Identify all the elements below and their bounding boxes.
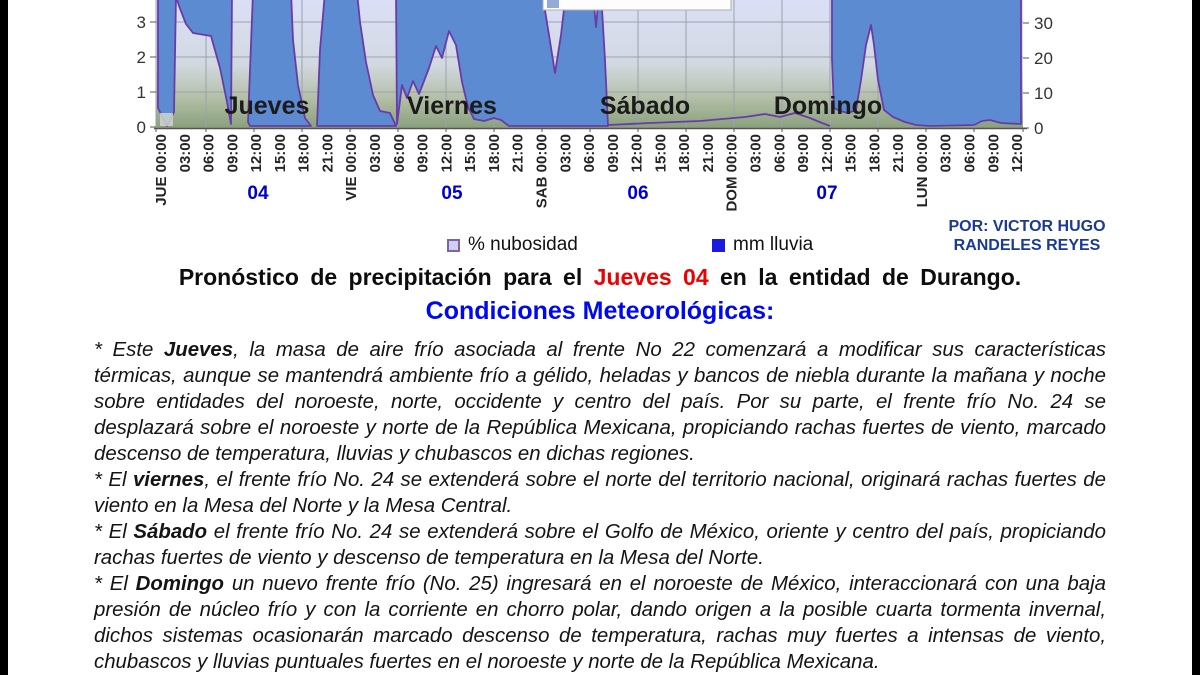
conditions-body: * Este Jueves, la masa de aire frío asoc… bbox=[94, 337, 1106, 675]
forecast-title: Pronóstico de precipitación para el Juev… bbox=[8, 264, 1192, 291]
day-emphasis: Jueves bbox=[163, 339, 234, 361]
day-date-number: 06 bbox=[627, 183, 648, 204]
x-tick-label: 12:00 bbox=[629, 134, 646, 172]
x-tick-label: JUE 00:00 bbox=[153, 134, 170, 206]
left-axis-value: 1 bbox=[137, 83, 146, 102]
conditions-paragraph: * El Domingo un nuevo frente frío (No. 2… bbox=[94, 573, 1106, 673]
x-tick-label: 15:00 bbox=[652, 134, 669, 172]
x-tick-label: 15:00 bbox=[462, 134, 479, 172]
x-tick-label: 15:00 bbox=[843, 134, 860, 172]
title-post: en la entidad de Durango. bbox=[708, 264, 1022, 290]
x-tick-label: 03:00 bbox=[557, 134, 574, 172]
series-layer bbox=[157, 0, 1022, 127]
conditions-paragraph: * Este Jueves, la masa de aire frío asoc… bbox=[94, 339, 1106, 465]
plot-background bbox=[156, 0, 1023, 128]
cropped-legend-swatch bbox=[547, 0, 559, 8]
x-tick-label: LUN 00:00 bbox=[914, 134, 931, 207]
right-axis-value: 0 bbox=[1034, 119, 1043, 138]
day-band-label: Sábado bbox=[600, 92, 690, 120]
right-axis-value: 10 bbox=[1034, 84, 1053, 103]
x-tick-label: 21:00 bbox=[700, 134, 717, 172]
legend-item: mm lluvia bbox=[712, 234, 813, 256]
conditions-paragraph: * El Sábado el frente frío No. 24 se ext… bbox=[94, 521, 1106, 569]
chart-legend: % nubosidad mm lluvia bbox=[0, 234, 1200, 258]
x-tick-label: 18:00 bbox=[296, 134, 313, 172]
x-tick-label: 12:00 bbox=[819, 134, 836, 172]
left-axis-value: 3 bbox=[137, 13, 146, 32]
day-date-number: 05 bbox=[441, 183, 463, 204]
rain-cloud-area bbox=[831, 0, 1022, 127]
x-tick-label: 06:00 bbox=[771, 134, 788, 172]
rain-cloud-area bbox=[157, 0, 233, 127]
day-band-label: Domingo bbox=[774, 92, 882, 120]
x-tick-label: 12:00 bbox=[438, 134, 455, 172]
credit-text: POR: VICTOR HUGO RANDELES REYES bbox=[918, 217, 1136, 255]
x-tick-label: DOM 00:00 bbox=[724, 134, 741, 212]
x-tick-label: VIE 00:00 bbox=[343, 134, 360, 201]
low-values-trace bbox=[607, 112, 831, 127]
x-tick-label: 21:00 bbox=[510, 134, 527, 172]
x-tick-label: 06:00 bbox=[962, 134, 979, 172]
x-tick-label: 09:00 bbox=[605, 134, 622, 172]
x-tick-label: 18:00 bbox=[866, 134, 883, 172]
x-tick-label: 03:00 bbox=[938, 134, 955, 172]
x-tick-label: 06:00 bbox=[201, 134, 218, 172]
x-tick-label: 06:00 bbox=[391, 134, 408, 172]
x-tick-label: 03:00 bbox=[367, 134, 384, 172]
x-tick-label: 21:00 bbox=[890, 134, 907, 172]
day-emphasis: viernes bbox=[132, 469, 205, 491]
rain-cloud-area bbox=[316, 0, 397, 127]
x-tick-label: 09:00 bbox=[415, 134, 432, 172]
left-axis-value: 0 bbox=[137, 118, 146, 137]
legend-item: % nubosidad bbox=[447, 234, 578, 256]
day-band-label: Viernes bbox=[407, 92, 497, 120]
x-tick-label: 18:00 bbox=[486, 134, 503, 172]
cropped-legend-box bbox=[542, 0, 732, 11]
legend-label: mm lluvia bbox=[733, 234, 814, 255]
x-tick-label: 15:00 bbox=[272, 134, 289, 172]
legend-swatch-icon bbox=[447, 238, 460, 252]
x-tick-label: 18:00 bbox=[676, 134, 693, 172]
rain-cloud-area bbox=[395, 0, 609, 127]
corner-artifact bbox=[160, 113, 173, 126]
x-tick-label: 09:00 bbox=[985, 134, 1002, 172]
x-tick-label: 21:00 bbox=[319, 134, 336, 172]
left-black-bar bbox=[0, 0, 8, 675]
credit-line2: RANDELES REYES bbox=[953, 237, 1101, 254]
conditions-heading: Condiciones Meteorológicas: bbox=[425, 297, 775, 325]
right-axis-value: 30 bbox=[1034, 14, 1053, 33]
conditions-paragraph: * El viernes, el frente frío No. 24 se e… bbox=[94, 469, 1106, 517]
day-date-number: 07 bbox=[816, 183, 837, 204]
legend-swatch-icon bbox=[712, 238, 725, 252]
forecast-chart: Jueves Viernes Sábado Domingo32103020100JUE… bbox=[137, 0, 1053, 212]
left-axis-value: 2 bbox=[137, 48, 146, 67]
x-tick-label: 12:00 bbox=[1009, 134, 1026, 172]
x-tick-label: 03:00 bbox=[177, 134, 194, 172]
day-date-number: 04 bbox=[247, 183, 269, 204]
right-axis-value: 20 bbox=[1034, 49, 1053, 68]
legend-label: % nubosidad bbox=[468, 234, 578, 255]
day-emphasis: Sábado bbox=[133, 521, 208, 543]
rain-cloud-area bbox=[247, 0, 312, 127]
x-tick-label: 06:00 bbox=[581, 134, 598, 172]
x-tick-label: SAB 00:00 bbox=[533, 134, 550, 208]
title-highlight-day: Jueves 04 bbox=[593, 264, 709, 290]
day-band-label: Jueves bbox=[225, 92, 310, 120]
x-tick-label: 03:00 bbox=[748, 134, 765, 172]
day-emphasis: Domingo bbox=[135, 573, 225, 595]
x-tick-label: 09:00 bbox=[795, 134, 812, 172]
title-pre: Pronóstico de precipitación para el bbox=[178, 264, 594, 290]
x-tick-label: 12:00 bbox=[248, 134, 265, 172]
credit-line1: POR: VICTOR HUGO bbox=[948, 218, 1106, 235]
x-tick-label: 09:00 bbox=[224, 134, 241, 172]
right-black-bar bbox=[1192, 0, 1200, 675]
